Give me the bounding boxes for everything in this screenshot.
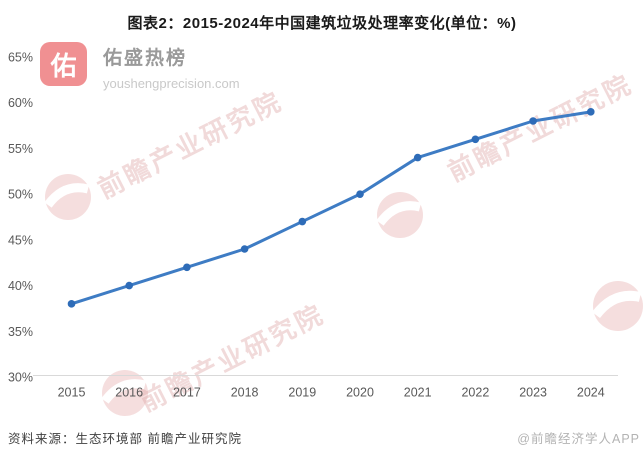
series-line	[70, 110, 593, 306]
logo-badge-icon: 佑	[40, 42, 87, 86]
data-point	[67, 300, 76, 308]
y-axis-tick-label: 65%	[8, 51, 33, 65]
x-axis-tick-label: 2016	[115, 386, 143, 400]
logo-name: 佑盛热榜	[103, 48, 188, 69]
data-point	[356, 190, 364, 198]
data-point	[413, 153, 422, 162]
data-point	[125, 281, 133, 290]
site-logo: 佑 佑盛热榜 youshengprecision.com	[40, 42, 240, 91]
x-axis-tick-label: 2015	[58, 386, 86, 400]
y-axis-tick-label: 55%	[8, 142, 33, 156]
y-axis-tick-label: 35%	[8, 325, 33, 339]
x-axis-tick-label: 2020	[346, 386, 374, 400]
data-point	[298, 217, 307, 226]
data-point	[529, 117, 537, 125]
page-title: 图表2：2015-2024年中国建筑垃圾处理率变化(单位：%)	[127, 15, 517, 32]
x-axis-tick-label: 2018	[231, 386, 259, 400]
data-point	[471, 135, 480, 144]
y-axis-tick-label: 30%	[8, 371, 33, 385]
x-axis-tick-label: 2024	[577, 386, 605, 400]
x-axis-tick-label: 2023	[519, 386, 547, 400]
data-source-note: 资料来源：生态环境部 前瞻产业研究院	[8, 432, 242, 446]
data-point	[240, 245, 249, 253]
logo-domain: youshengprecision.com	[103, 76, 240, 91]
y-axis-tick-label: 60%	[8, 96, 33, 110]
y-axis-tick-label: 40%	[8, 279, 33, 293]
credit-note: @前瞻经济学人APP	[517, 432, 640, 446]
y-axis-tick-label: 50%	[8, 188, 33, 202]
y-axis-tick-label: 45%	[8, 233, 33, 247]
x-axis-tick-label: 2022	[461, 386, 489, 400]
data-point	[587, 108, 595, 116]
x-axis-tick-label: 2021	[404, 386, 432, 400]
x-axis-tick-label: 2017	[173, 386, 201, 400]
data-point	[183, 263, 191, 272]
x-axis-tick-label: 2019	[288, 386, 316, 400]
